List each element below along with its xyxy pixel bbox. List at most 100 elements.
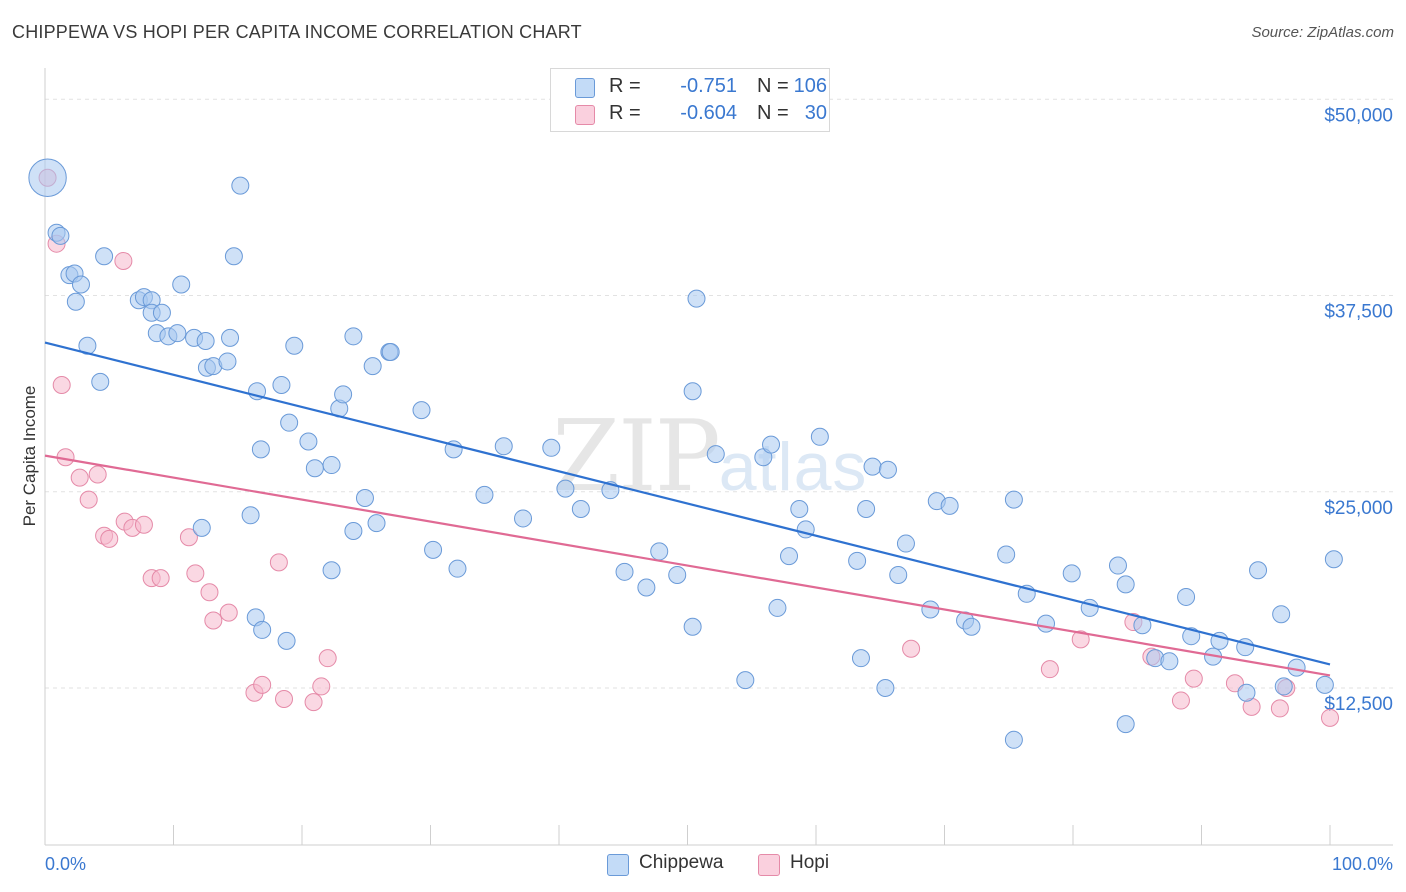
chippewa-point bbox=[172, 275, 191, 294]
chippewa-point bbox=[196, 332, 215, 351]
chippewa-point bbox=[51, 226, 70, 245]
chippewa-point bbox=[253, 620, 272, 639]
chippewa-point bbox=[475, 485, 494, 504]
chippewa-point bbox=[299, 432, 318, 451]
chippewa-point bbox=[556, 479, 575, 498]
chippewa-point bbox=[542, 438, 561, 457]
chippewa-point bbox=[1116, 715, 1135, 734]
chippewa-point bbox=[367, 514, 386, 533]
hopi-point bbox=[1321, 708, 1339, 727]
chippewa-point bbox=[863, 457, 882, 476]
y-tick-label: $37,500 bbox=[1324, 302, 1393, 323]
hopi-point bbox=[151, 569, 170, 588]
chippewa-point bbox=[285, 336, 304, 355]
chippewa-point bbox=[305, 459, 324, 478]
chippewa-point bbox=[192, 518, 211, 537]
chippewa-point bbox=[28, 158, 67, 197]
hopi-point bbox=[318, 649, 337, 668]
hopi-point bbox=[269, 553, 288, 572]
watermark-zip: ZIP bbox=[552, 400, 721, 514]
chippewa-point bbox=[344, 327, 363, 346]
legend-label: Hopi bbox=[790, 852, 830, 873]
chippewa-swatch bbox=[575, 78, 595, 98]
chippewa-point bbox=[91, 372, 110, 391]
chippewa-point bbox=[1182, 627, 1201, 646]
chippewa-point bbox=[668, 565, 687, 584]
chippewa-point bbox=[412, 401, 431, 420]
chart-title: CHIPPEWA VS HOPI PER CAPITA INCOME CORRE… bbox=[12, 22, 582, 42]
chippewa-point bbox=[95, 247, 114, 266]
chippewa-point bbox=[363, 357, 382, 376]
hopi-point bbox=[204, 611, 223, 630]
hopi-point bbox=[100, 529, 119, 548]
chippewa-point bbox=[241, 506, 260, 525]
chippewa-point bbox=[650, 542, 669, 561]
n-label: N = bbox=[757, 102, 789, 124]
chippewa-point bbox=[66, 292, 85, 311]
hopi-trend-line bbox=[44, 454, 1331, 677]
chippewa-point bbox=[683, 382, 702, 401]
hopi-point bbox=[114, 251, 133, 270]
hopi-point bbox=[1040, 660, 1059, 679]
chippewa-point bbox=[322, 561, 341, 580]
chippewa-point bbox=[615, 562, 634, 581]
chippewa-point bbox=[272, 375, 291, 394]
chippewa-point bbox=[848, 551, 867, 570]
hopi-point bbox=[253, 675, 272, 694]
hopi-point bbox=[312, 677, 331, 696]
chippewa-point bbox=[889, 565, 908, 584]
chippewa-point bbox=[1108, 556, 1127, 575]
chippewa-point bbox=[687, 289, 706, 308]
chippewa-point bbox=[762, 435, 781, 454]
chippewa-point bbox=[1287, 658, 1306, 677]
y-tick-label: $12,500 bbox=[1324, 694, 1393, 715]
chippewa-point bbox=[1272, 605, 1291, 624]
r-value: -0.604 bbox=[680, 102, 737, 124]
hopi-point bbox=[186, 564, 205, 583]
chippewa-point bbox=[921, 600, 940, 619]
y-tick-label: $25,000 bbox=[1324, 498, 1393, 519]
chippewa-point bbox=[780, 547, 799, 566]
chippewa-point bbox=[571, 500, 590, 519]
chippewa-point bbox=[152, 303, 171, 322]
n-value: 30 bbox=[804, 102, 827, 124]
chippewa-trend-line bbox=[44, 341, 1331, 666]
chippewa-point bbox=[1249, 561, 1268, 580]
chippewa-swatch bbox=[607, 854, 629, 876]
hopi-swatch bbox=[758, 854, 780, 876]
chippewa-point bbox=[381, 343, 400, 362]
chippewa-point bbox=[1037, 614, 1056, 633]
r-label: R = bbox=[609, 102, 641, 124]
chippewa-point bbox=[224, 247, 243, 266]
hopi-swatch bbox=[575, 105, 595, 125]
hopi-point bbox=[1270, 699, 1289, 718]
hopi-point bbox=[88, 465, 107, 484]
chippewa-point bbox=[1237, 683, 1256, 702]
chippewa-point bbox=[810, 427, 829, 446]
hopi-point bbox=[1171, 691, 1190, 710]
chippewa-point bbox=[344, 522, 363, 540]
hopi-point bbox=[304, 693, 323, 712]
chippewa-point bbox=[851, 649, 870, 668]
chippewa-point bbox=[940, 496, 959, 515]
chippewa-point bbox=[768, 598, 787, 617]
chippewa-point bbox=[1062, 564, 1081, 583]
hopi-point bbox=[79, 490, 98, 509]
chippewa-point bbox=[251, 440, 270, 459]
chippewa-point bbox=[706, 445, 725, 464]
chippewa-point bbox=[997, 545, 1016, 564]
stats-legend: R = -0.751 N = 106 R = -0.604 N = 30 bbox=[550, 68, 830, 132]
chippewa-point bbox=[168, 324, 187, 343]
hopi-point bbox=[134, 515, 153, 534]
chippewa-point bbox=[1324, 550, 1343, 569]
chippewa-point bbox=[1160, 652, 1179, 671]
chippewa-point bbox=[857, 500, 876, 519]
chippewa-point bbox=[334, 385, 353, 404]
n-value: 106 bbox=[793, 75, 827, 97]
chippewa-point bbox=[424, 540, 443, 559]
y-axis-label: Per Capita Income bbox=[20, 385, 39, 527]
chippewa-point bbox=[1315, 675, 1334, 694]
x-tick-label: 100.0% bbox=[1332, 854, 1393, 874]
watermark: ZIPatlas bbox=[552, 400, 867, 514]
